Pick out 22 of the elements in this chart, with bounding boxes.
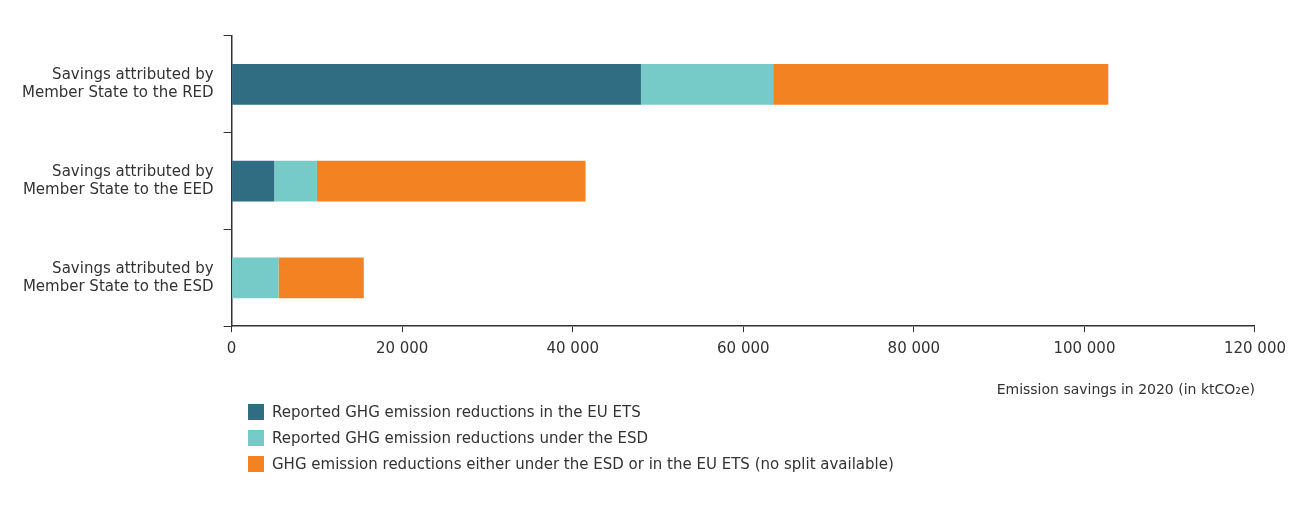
x-tick-label: 60 000 bbox=[717, 339, 770, 358]
x-tick-label: 100 000 bbox=[1053, 339, 1116, 358]
legend-label: Reported GHG emission reductions in the EU ETS bbox=[272, 403, 641, 421]
x-tick-label: 120 000 bbox=[1223, 339, 1286, 358]
bar bbox=[278, 257, 364, 299]
bar bbox=[773, 64, 1109, 105]
x-tick-label: 0 bbox=[226, 339, 237, 358]
x-tick-label: 80 000 bbox=[887, 339, 941, 358]
bar bbox=[274, 160, 317, 202]
bar bbox=[232, 257, 279, 299]
bar bbox=[640, 64, 774, 105]
y-tick-label: Savings attributed by Member State to the RED bbox=[21, 65, 214, 102]
y-tick-label: Savings attributed by Member State to the EED bbox=[22, 161, 214, 198]
bar bbox=[232, 64, 641, 105]
x-tick-label: 20 000 bbox=[375, 339, 429, 358]
legend-label: Reported GHG emission reductions under the ESD bbox=[272, 429, 649, 447]
bar bbox=[232, 160, 275, 202]
x-axis-title: Emission savings in 2020 (in ktCO₂e) bbox=[996, 381, 1255, 398]
x-tick-label: 40 000 bbox=[546, 339, 599, 358]
y-tick-label: Savings attributed by Member State to the ESD bbox=[22, 258, 214, 295]
legend-label: GHG emission reductions either under the ESD or in the EU ETS (no split available) bbox=[272, 455, 894, 473]
bar bbox=[316, 160, 586, 202]
